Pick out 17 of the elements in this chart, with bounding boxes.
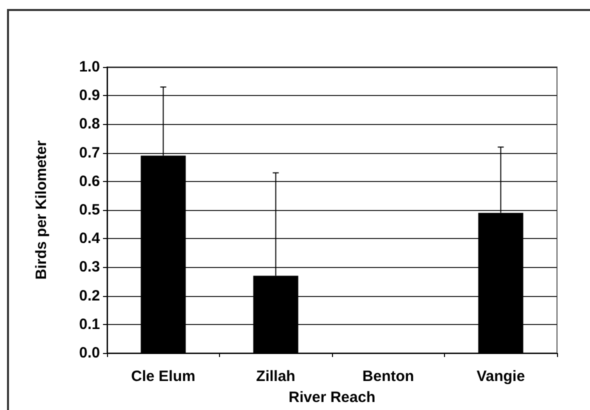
y-tick-label: 1.0 xyxy=(79,58,100,76)
x-tick-label: Vangie xyxy=(476,368,525,385)
y-tick-label: 0.0 xyxy=(79,344,100,362)
x-tick-label: Benton xyxy=(362,368,414,385)
x-tick-label: Zillah xyxy=(256,368,296,385)
y-tick-label: 0.3 xyxy=(79,258,100,276)
y-tick-label: 0.9 xyxy=(79,87,100,104)
x-axis-title: River Reach xyxy=(288,389,376,406)
y-tick-label: 0.5 xyxy=(79,202,100,218)
y-tick-label: 0.4 xyxy=(79,230,101,248)
y-tick-label: 0.2 xyxy=(79,287,100,304)
x-tick-label: Cle Elum xyxy=(131,368,196,385)
y-tick-label: 0.6 xyxy=(79,172,100,190)
y-tick-label: 0.1 xyxy=(79,316,100,333)
y-axis-title: Birds per Kilometer xyxy=(33,140,50,280)
y-tick-label: 0.8 xyxy=(79,116,100,133)
y-tick-label: 0.7 xyxy=(79,144,100,162)
